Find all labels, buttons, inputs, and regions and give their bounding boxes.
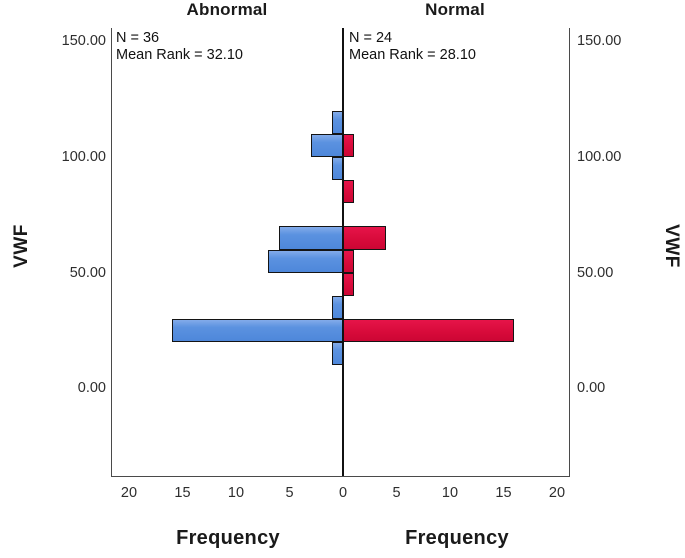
- x-tick-right-15: 15: [495, 485, 512, 501]
- bar-abnormal-vwf-20-30: [171, 318, 344, 343]
- abnormal-n-label: N = 36: [116, 30, 160, 46]
- x-tick-zero: 0: [338, 485, 348, 501]
- x-axis-title-right: Frequency: [405, 527, 509, 549]
- bar-normal-vwf-20-30: [342, 318, 515, 343]
- bar-abnormal-vwf-50-60: [268, 249, 344, 273]
- y-axis-title-left: VWF: [11, 224, 32, 268]
- y-tick-right-100.00: 100.00: [577, 149, 622, 165]
- x-tick-left-15: 15: [174, 485, 191, 501]
- y-tick-left-50.00: 50.00: [69, 264, 106, 281]
- bar-normal-vwf-100-110: [342, 133, 354, 157]
- normal-stats-annotation: N = 24 Mean Rank = 28.10: [349, 30, 476, 63]
- y-axis-title-right: VWF: [661, 224, 682, 268]
- center-axis-line: [342, 28, 344, 476]
- right-frame-axis-line: [569, 28, 571, 476]
- x-tick-left-20: 20: [120, 485, 138, 501]
- normal-n-label: N = 24: [349, 30, 393, 46]
- x-tick-left-5: 5: [285, 485, 294, 501]
- y-tick-right-150.00: 150.00: [577, 33, 622, 50]
- bar-normal-vwf-40-50: [342, 272, 354, 296]
- bar-abnormal-vwf-100-110: [310, 133, 344, 157]
- x-tick-right-20: 20: [548, 485, 566, 501]
- y-tick-left-150.00: 150.00: [61, 33, 106, 50]
- panel-title-abnormal: Abnormal: [186, 0, 268, 19]
- y-tick-left-0.00: 0.00: [77, 380, 106, 397]
- x-tick-right-5: 5: [392, 485, 401, 501]
- normal-mean-rank-label: Mean Rank = 28.10: [349, 46, 476, 63]
- bar-normal-vwf-50-60: [342, 249, 354, 273]
- bar-normal-vwf-60-70: [342, 226, 386, 250]
- x-tick-left-10: 10: [227, 485, 245, 501]
- bar-abnormal-vwf-60-70: [278, 226, 344, 250]
- panel-title-normal: Normal: [425, 0, 485, 19]
- abnormal-stats-annotation: N = 36 Mean Rank = 32.10: [116, 30, 243, 63]
- x-axis-title-left: Frequency: [176, 527, 280, 549]
- abnormal-mean-rank-label: Mean Rank = 32.10: [116, 46, 243, 63]
- left-frame-axis-line: [111, 28, 113, 476]
- y-tick-right-50.00: 50.00: [577, 264, 614, 281]
- x-tick-right-10: 10: [441, 485, 459, 501]
- y-tick-right-0.00: 0.00: [577, 380, 606, 397]
- bar-normal-vwf-80-90: [342, 180, 354, 204]
- y-tick-left-100.00: 100.00: [61, 149, 106, 165]
- bottom-frame-axis-line: [111, 475, 570, 477]
